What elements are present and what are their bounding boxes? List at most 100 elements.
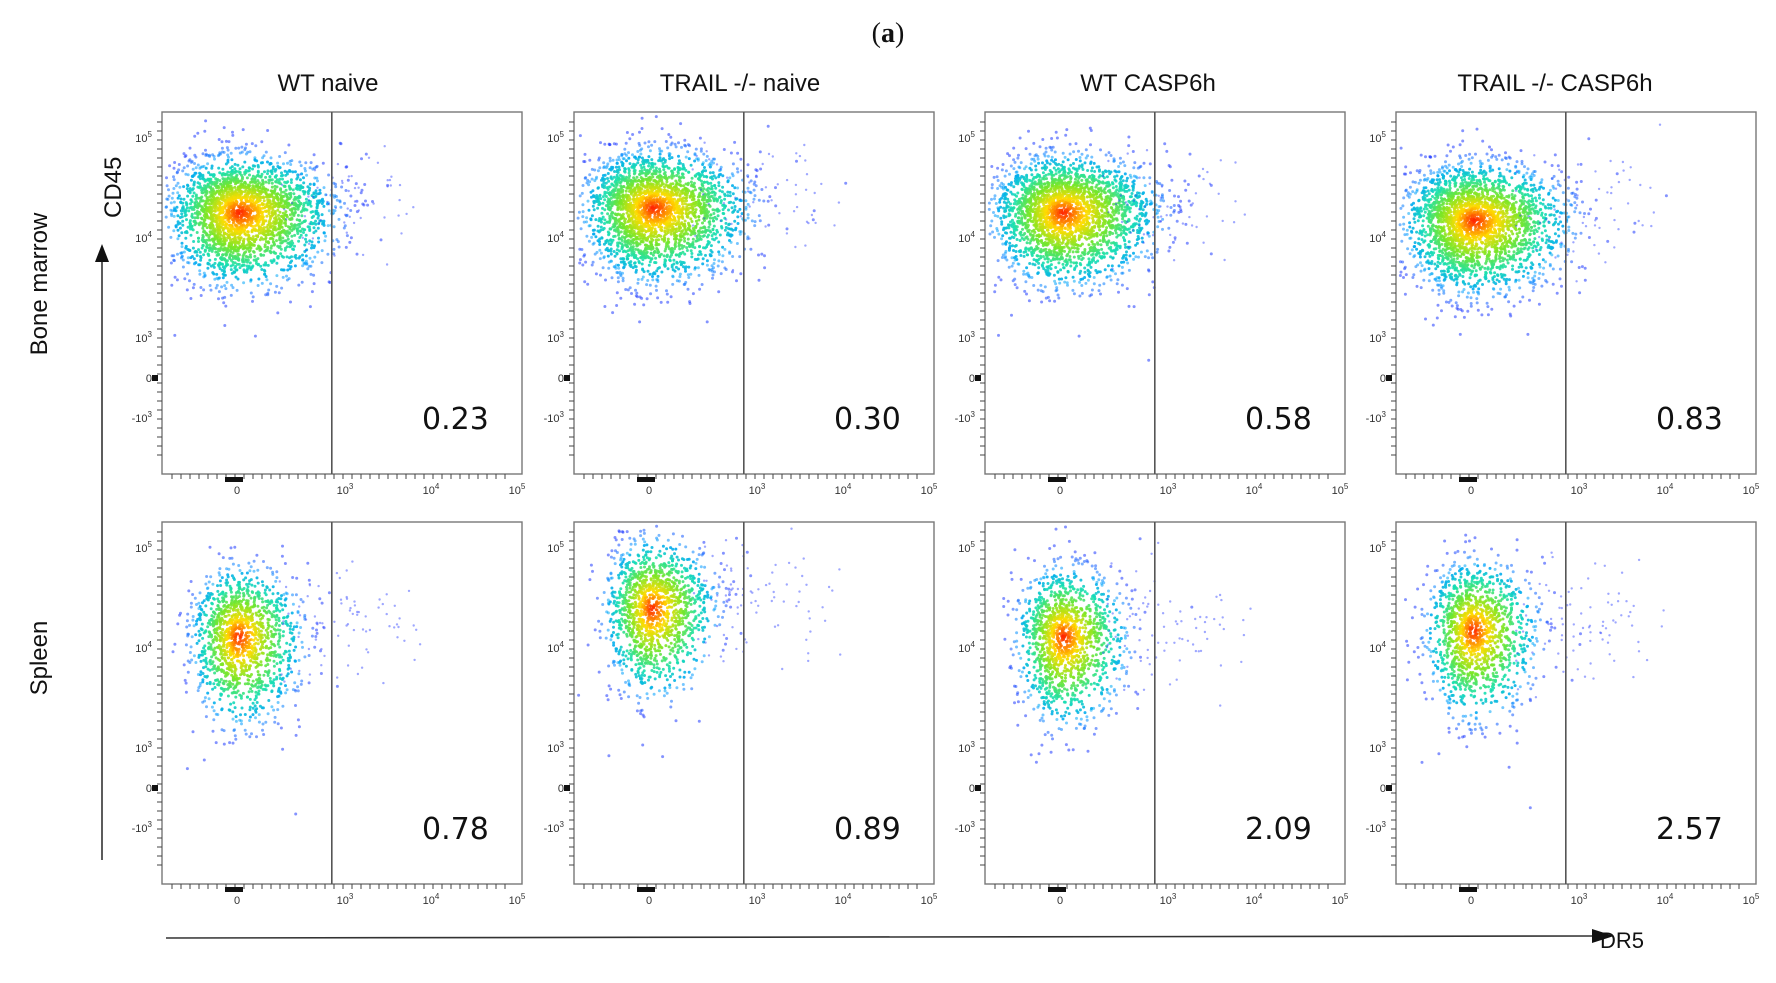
event-point: [707, 241, 711, 244]
event-point: [633, 215, 637, 218]
event-point: [236, 249, 240, 253]
event-point: [271, 233, 275, 237]
event-point: [301, 258, 305, 262]
event-point: [353, 204, 357, 207]
event-point: [280, 190, 284, 194]
event-point: [638, 193, 642, 197]
event-point: [288, 169, 292, 173]
event-point: [285, 255, 289, 259]
event-point: [690, 184, 693, 188]
x-zero-marker: [225, 477, 243, 482]
event-point: [615, 271, 619, 274]
event-point: [653, 140, 657, 144]
event-point: [697, 215, 701, 219]
event-point: [290, 234, 294, 238]
event-point: [199, 258, 203, 262]
event-point: [326, 200, 329, 204]
event-point: [172, 229, 176, 233]
event-point: [213, 230, 217, 233]
event-point: [721, 174, 725, 178]
event-point: [340, 185, 344, 189]
event-point: [324, 193, 328, 197]
event-point: [302, 181, 306, 185]
event-point: [165, 176, 168, 180]
event-point: [237, 146, 241, 150]
event-point: [643, 255, 647, 259]
event-point: [710, 184, 714, 188]
event-point: [340, 179, 344, 183]
event-point: [650, 182, 654, 186]
event-point: [376, 161, 380, 164]
event-point: [617, 155, 621, 159]
event-point: [317, 236, 320, 240]
event-point: [672, 258, 676, 262]
event-point: [308, 239, 312, 243]
event-point: [293, 233, 297, 237]
event-point: [357, 209, 360, 212]
event-point: [241, 258, 244, 262]
event-point: [204, 166, 208, 170]
event-point: [244, 197, 248, 201]
event-point: [169, 235, 173, 239]
event-points: [164, 119, 415, 338]
event-point: [675, 261, 679, 265]
event-point: [692, 201, 696, 205]
event-point: [624, 195, 628, 199]
event-point: [275, 261, 279, 265]
event-point: [234, 265, 238, 268]
event-point: [586, 199, 590, 203]
event-point: [174, 225, 178, 229]
event-point: [739, 272, 743, 276]
event-point: [735, 279, 738, 283]
event-point: [290, 201, 294, 205]
event-point: [655, 183, 659, 187]
event-point: [701, 205, 705, 209]
event-point: [167, 225, 171, 229]
event-point: [238, 266, 242, 270]
event-point: [663, 258, 667, 262]
event-point: [231, 178, 235, 182]
event-point: [267, 212, 271, 216]
event-point: [209, 202, 212, 206]
event-point: [686, 232, 689, 236]
event-point: [240, 196, 244, 200]
event-point: [293, 201, 297, 205]
event-point: [617, 158, 621, 162]
event-point: [647, 140, 651, 144]
event-point: [350, 174, 353, 178]
event-point: [214, 214, 218, 218]
event-point: [327, 209, 331, 213]
event-point: [221, 228, 225, 232]
event-point: [676, 166, 680, 170]
event-point: [655, 235, 659, 239]
event-point: [638, 251, 642, 255]
event-point: [728, 194, 732, 198]
event-point: [304, 201, 308, 204]
event-point: [611, 311, 615, 315]
event-point: [581, 263, 585, 267]
event-point: [213, 242, 217, 246]
event-point: [626, 288, 630, 292]
event-point: [306, 203, 310, 207]
event-point: [218, 220, 222, 224]
event-point: [188, 158, 192, 162]
event-point: [615, 158, 619, 162]
event-point: [280, 254, 284, 258]
event-point: [372, 202, 375, 205]
event-point: [344, 213, 347, 216]
event-point: [237, 195, 241, 199]
event-point: [610, 240, 614, 244]
event-point: [225, 195, 229, 199]
event-point: [176, 181, 180, 185]
event-point: [176, 220, 180, 224]
event-point: [275, 233, 279, 237]
event-point: [273, 251, 277, 255]
event-point: [657, 238, 660, 242]
event-point: [316, 203, 320, 206]
event-point: [615, 161, 619, 165]
event-point: [283, 180, 287, 184]
event-point: [198, 185, 202, 188]
event-point: [697, 218, 701, 222]
event-point: [277, 203, 281, 207]
event-point: [195, 210, 199, 213]
